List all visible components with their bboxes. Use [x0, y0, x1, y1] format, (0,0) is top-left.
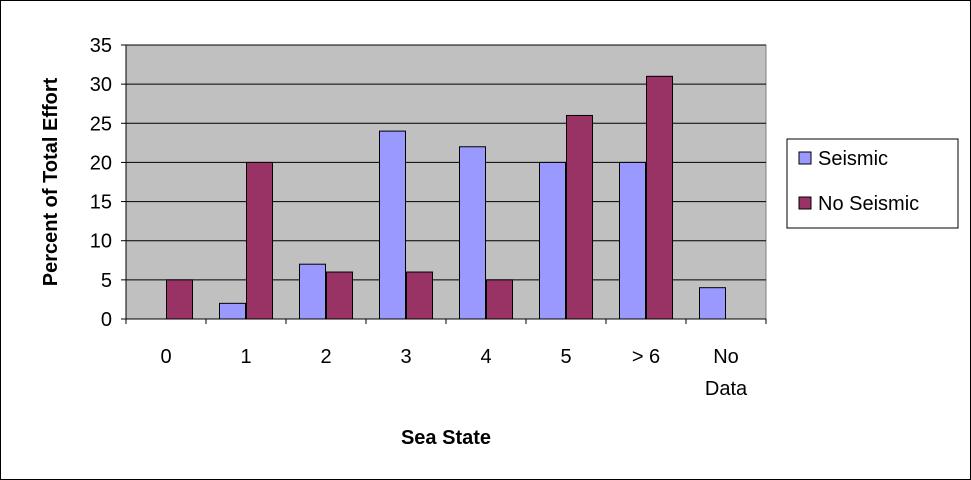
legend: Seismic No Seismic — [786, 138, 959, 229]
y-tick-label: 5 — [101, 270, 112, 292]
bar-seismic — [219, 302, 246, 320]
bar-seismic — [459, 146, 486, 320]
y-tick-label: 20 — [90, 152, 112, 174]
y-axis-title: Percent of Total Effort — [40, 77, 62, 286]
x-tick-label: Data — [705, 378, 748, 400]
legend-swatch-seismic — [798, 151, 812, 165]
x-tick-label: 5 — [560, 346, 571, 368]
y-tick-label: 25 — [90, 113, 112, 135]
x-ticks: 0 1 2 3 4 5 > 6 No Data — [125, 319, 767, 400]
bar-no-seismic — [326, 271, 353, 320]
bar-seismic — [699, 287, 726, 320]
x-tick-label: 0 — [160, 346, 171, 368]
bar-seismic — [379, 130, 406, 320]
y-tick-label: 35 — [90, 35, 112, 57]
x-tick-label: 2 — [320, 346, 331, 368]
bar-seismic — [299, 263, 326, 320]
bar-no-seismic — [246, 161, 273, 320]
bar-no-seismic — [406, 271, 433, 320]
y-tick-label: 15 — [90, 192, 112, 214]
y-tick-label: 10 — [90, 231, 112, 253]
legend-box — [786, 138, 959, 229]
x-tick-label: > 6 — [632, 346, 660, 368]
legend-swatch-no-seismic — [798, 196, 812, 210]
bar-seismic — [539, 161, 566, 320]
legend-label-seismic: Seismic — [818, 148, 888, 170]
y-tick-label: 30 — [90, 74, 112, 96]
x-tick-label: No — [713, 346, 739, 368]
bar-no-seismic — [486, 279, 513, 320]
bar-no-seismic — [566, 114, 593, 320]
legend-label-no-seismic: No Seismic — [818, 193, 919, 215]
y-tick-label: 0 — [101, 309, 112, 331]
bar-seismic — [619, 161, 646, 320]
x-tick-label: 3 — [400, 346, 411, 368]
x-tick-label: 1 — [240, 346, 251, 368]
bar-no-seismic — [166, 279, 193, 320]
bar-no-seismic — [646, 75, 673, 320]
y-ticks: 0 5 10 15 20 25 30 35 — [90, 35, 126, 331]
x-tick-label: 4 — [480, 346, 491, 368]
x-axis-title: Sea State — [401, 427, 491, 449]
